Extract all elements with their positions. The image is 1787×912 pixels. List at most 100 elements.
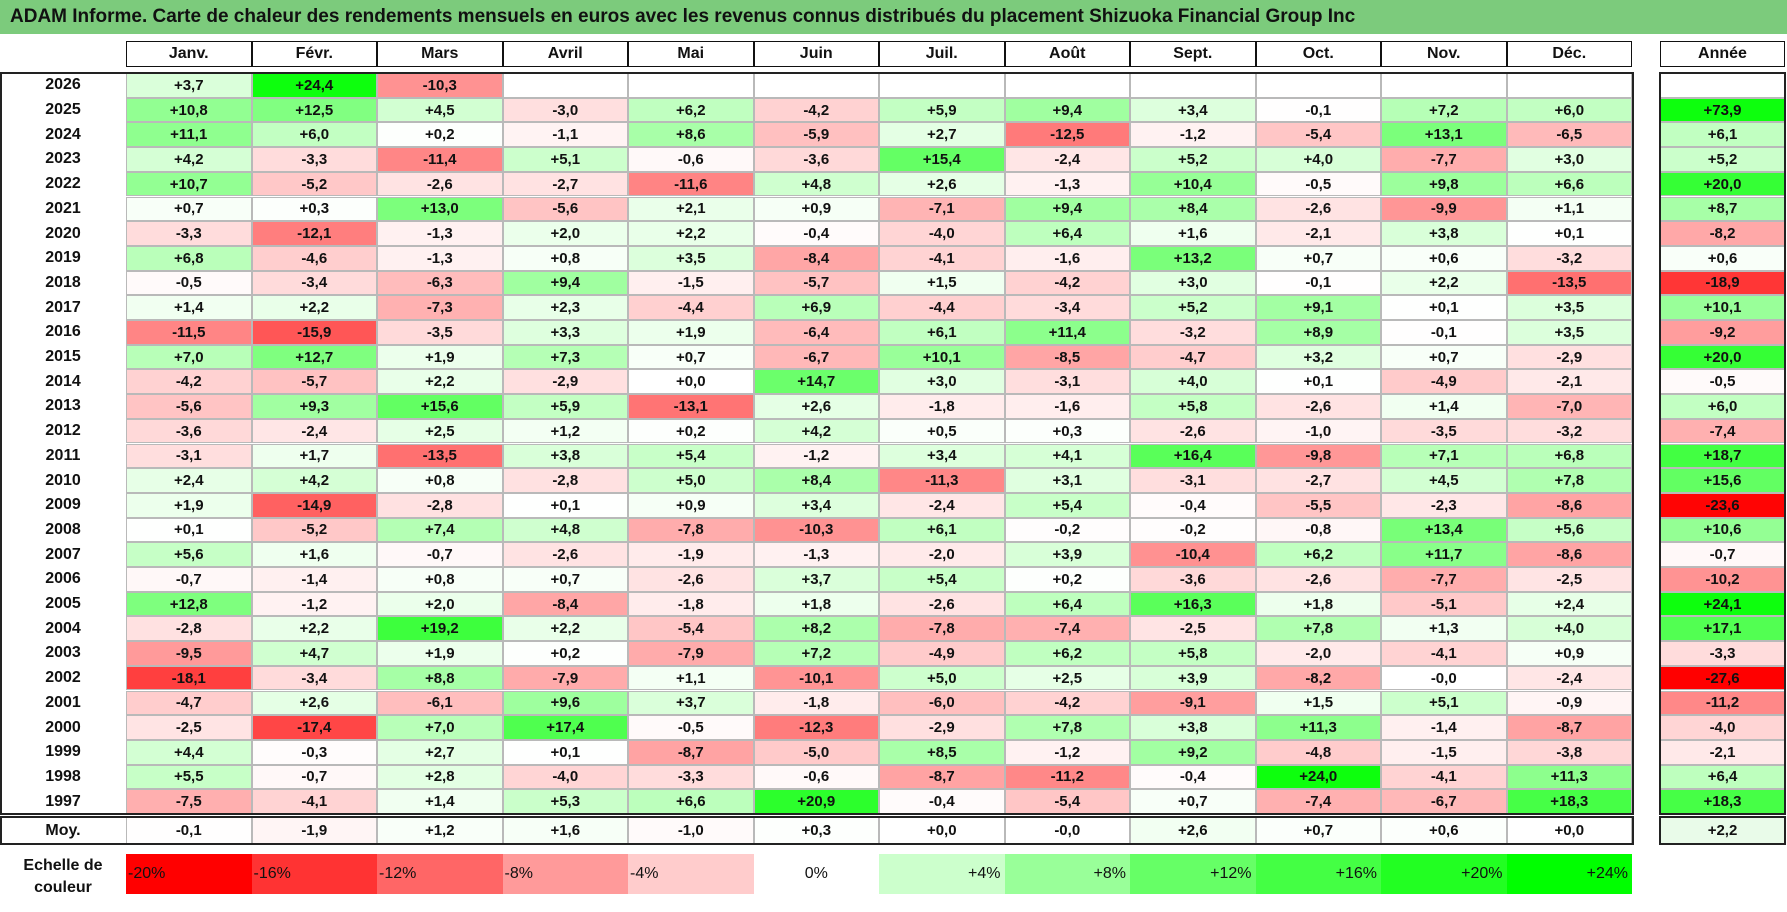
heatmap-cell: +5,9 xyxy=(879,97,1005,123)
heatmap-cell: +2,4 xyxy=(126,468,252,493)
heatmap-cell: +1,9 xyxy=(126,492,252,518)
year-label: 2006 xyxy=(45,570,81,588)
annual-cell: +6,1 xyxy=(1660,122,1785,148)
heatmap-cell: -1,8 xyxy=(879,394,1005,419)
heatmap-cell: +3,0 xyxy=(1506,147,1632,172)
heatmap-cell: -8,4 xyxy=(753,245,879,271)
month-header: Janv. xyxy=(126,41,252,67)
heatmap-cell: +2,2 xyxy=(251,616,377,642)
heatmap-cell: -2,6 xyxy=(879,591,1005,617)
heatmap-cell: +4,1 xyxy=(1004,443,1130,469)
year-header: Année xyxy=(1660,41,1785,67)
heatmap-cell: -2,9 xyxy=(1506,344,1632,370)
heatmap-cell: -5,2 xyxy=(251,171,377,197)
heatmap-cell: -4,2 xyxy=(1004,690,1130,716)
heatmap-cell: -2,4 xyxy=(1506,665,1632,691)
heatmap-cell: +0,2 xyxy=(628,418,754,444)
average-cell: +0,6 xyxy=(1381,817,1507,844)
heatmap-cell: -6,4 xyxy=(753,320,879,345)
month-header: Mai xyxy=(628,41,754,67)
month-header: Juin xyxy=(753,41,879,67)
heatmap-cell: -9,5 xyxy=(126,641,252,666)
heatmap-cell: -3,2 xyxy=(1130,320,1256,345)
heatmap-cell: +7,8 xyxy=(1004,715,1130,740)
heatmap-cell: -1,0 xyxy=(1255,418,1381,444)
heatmap-cell: -2,6 xyxy=(1130,418,1256,444)
heatmap-cell: -3,4 xyxy=(1004,295,1130,320)
legend-label: Echelle de couleur xyxy=(0,855,126,899)
heatmap-cell: +9,3 xyxy=(251,394,377,419)
year-label: 2000 xyxy=(45,718,81,736)
heatmap-cell xyxy=(1004,73,1130,98)
heatmap-cell: +0,3 xyxy=(1004,418,1130,444)
heatmap-cell: -7,7 xyxy=(1381,567,1507,592)
heatmap-cell: -5,1 xyxy=(1381,591,1507,617)
year-label: 2020 xyxy=(45,224,81,242)
heatmap-cell: +9,1 xyxy=(1255,295,1381,320)
annual-cell: -7,4 xyxy=(1660,418,1785,444)
heatmap-cell: +5,2 xyxy=(1130,147,1256,172)
heatmap-cell: -3,5 xyxy=(377,320,503,345)
heatmap-cell: -2,0 xyxy=(1255,641,1381,666)
heatmap-cell: +7,8 xyxy=(1506,468,1632,493)
annual-cell: +10,6 xyxy=(1660,517,1785,543)
heatmap-cell: -2,6 xyxy=(502,542,628,567)
heatmap-cell: -0,5 xyxy=(126,270,252,296)
heatmap-cell: +2,7 xyxy=(879,122,1005,148)
year-label: 2001 xyxy=(45,693,81,711)
heatmap-cell: +6,4 xyxy=(1004,591,1130,617)
heatmap-cell: -5,5 xyxy=(1255,492,1381,518)
heatmap-cell: -18,1 xyxy=(126,665,252,691)
heatmap-cell: -7,0 xyxy=(1506,394,1632,419)
heatmap-cell: -4,4 xyxy=(879,295,1005,320)
heatmap-cell: -3,0 xyxy=(502,97,628,123)
heatmap-cell: -8,5 xyxy=(1004,344,1130,370)
heatmap-cell: -1,2 xyxy=(1130,122,1256,148)
annual-cell: +24,1 xyxy=(1660,591,1785,617)
heatmap-cell: -9,1 xyxy=(1130,690,1256,716)
annual-cell: -11,2 xyxy=(1660,690,1785,716)
heatmap-cell: -3,6 xyxy=(1130,567,1256,592)
heatmap-cell: +5,4 xyxy=(1004,492,1130,518)
heatmap-cell: -0,6 xyxy=(753,764,879,790)
heatmap-cell: -3,2 xyxy=(1506,245,1632,271)
heatmap-cell: -0,4 xyxy=(1130,764,1256,790)
year-label: 2021 xyxy=(45,199,81,217)
heatmap-cell: -0,2 xyxy=(1004,517,1130,543)
heatmap-cell: -0,7 xyxy=(126,567,252,592)
heatmap-cell: +4,2 xyxy=(126,147,252,172)
heatmap-cell: -7,1 xyxy=(879,196,1005,222)
heatmap-cell: -8,7 xyxy=(628,739,754,765)
heatmap-cell: -4,8 xyxy=(1255,739,1381,765)
heatmap-cell: +1,4 xyxy=(377,789,503,814)
heatmap-cell: -0,5 xyxy=(1255,171,1381,197)
heatmap-cell: +3,8 xyxy=(502,443,628,469)
heatmap-cell: +17,4 xyxy=(502,715,628,740)
heatmap-cell: +0,2 xyxy=(502,641,628,666)
heatmap-cell: -1,3 xyxy=(1004,171,1130,197)
year-label: 2003 xyxy=(45,644,81,662)
heatmap-cell: +3,7 xyxy=(753,567,879,592)
heatmap-cell: -1,2 xyxy=(1004,739,1130,765)
heatmap-cell: -7,7 xyxy=(1381,147,1507,172)
year-label: 2014 xyxy=(45,372,81,390)
heatmap-cell: -2,5 xyxy=(1506,567,1632,592)
heatmap-cell: +6,2 xyxy=(1255,542,1381,567)
heatmap-cell: -7,4 xyxy=(1255,789,1381,814)
heatmap-cell: +9,6 xyxy=(502,690,628,716)
annual-cell xyxy=(1660,73,1785,98)
heatmap-cell: -2,6 xyxy=(628,567,754,592)
annual-cell: -4,0 xyxy=(1660,715,1785,740)
heatmap-cell: -2,6 xyxy=(1255,196,1381,222)
heatmap-cell: -1,8 xyxy=(628,591,754,617)
heatmap-cell: +13,4 xyxy=(1381,517,1507,543)
heatmap-cell: +9,8 xyxy=(1381,171,1507,197)
heatmap-cell: -2,7 xyxy=(502,171,628,197)
average-cell: +2,6 xyxy=(1130,817,1256,844)
heatmap-cell: +6,8 xyxy=(1506,443,1632,469)
heatmap-cell: -11,2 xyxy=(1004,764,1130,790)
heatmap-cell: +0,7 xyxy=(126,196,252,222)
heatmap-cell: +11,3 xyxy=(1506,764,1632,790)
heatmap-cell: +3,8 xyxy=(1381,221,1507,246)
heatmap-cell: +7,3 xyxy=(502,344,628,370)
